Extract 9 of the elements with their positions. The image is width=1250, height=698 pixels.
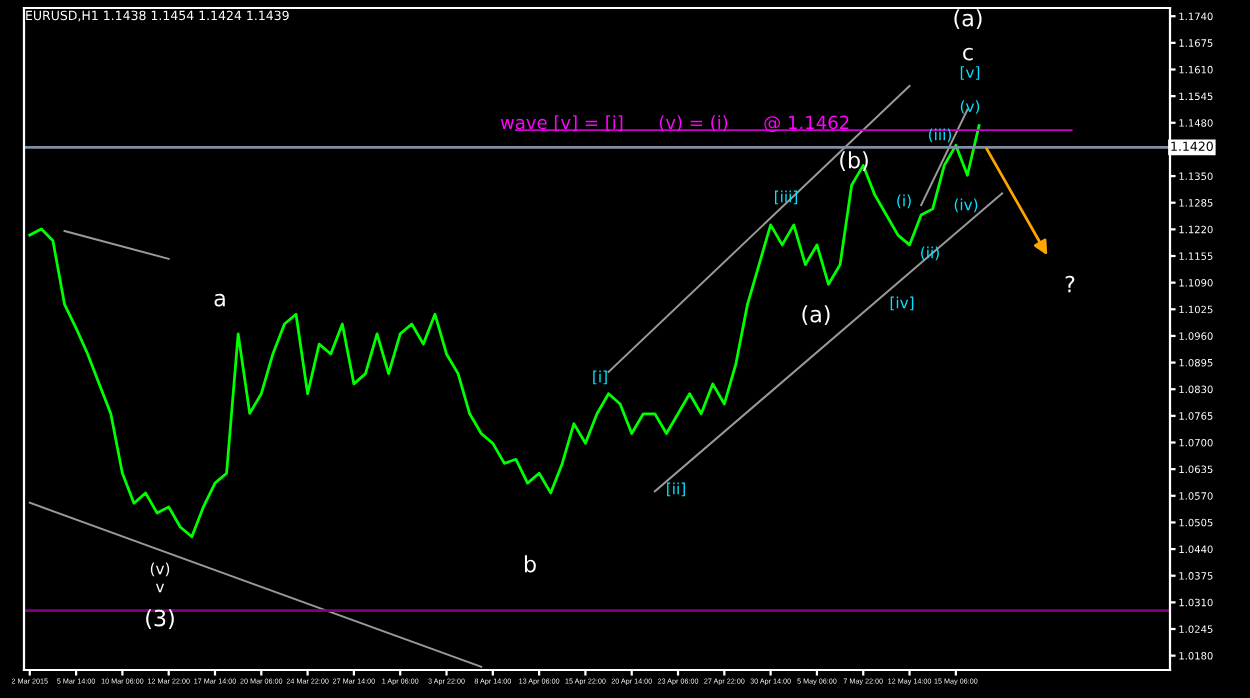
annotation: c: [963, 47, 973, 61]
annotation: (a): [802, 305, 830, 326]
annotation: ?: [1065, 275, 1075, 293]
annotation: a: [214, 293, 225, 307]
annotation: (b): [840, 151, 868, 172]
annotation: (a): [954, 9, 982, 30]
annotation: (3): [146, 609, 174, 630]
annotation: wave [v] = [i] (v) = (i) @ 1.1462: [500, 115, 849, 133]
annotation: b: [524, 555, 536, 573]
